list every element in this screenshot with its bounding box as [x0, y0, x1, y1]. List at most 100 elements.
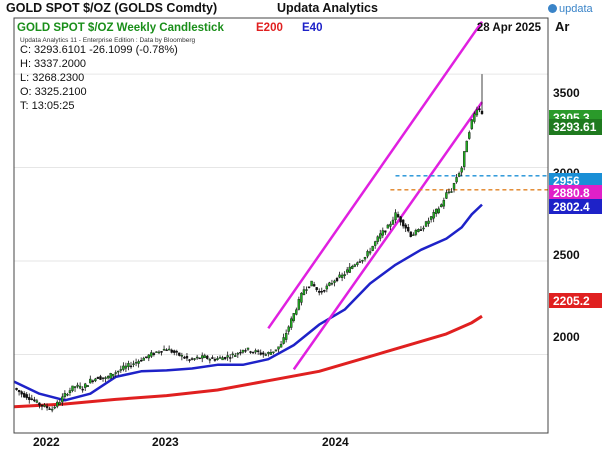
candle-body: [223, 356, 227, 360]
candle-body: [66, 393, 69, 396]
candle-week-16: [53, 405, 56, 410]
candle-week-117: [310, 280, 313, 287]
candle-week-106: [282, 333, 285, 345]
candle-body: [86, 385, 89, 387]
chart-title: GOLD SPOT $/OZ Weekly Candlestick: [17, 22, 224, 34]
candle-body: [460, 167, 463, 173]
candle-body: [129, 365, 133, 368]
brand-name: Updata Analytics: [277, 1, 378, 15]
candle-body: [470, 119, 474, 129]
candle-body: [414, 229, 418, 235]
candle-body: [213, 359, 217, 361]
candle-week-1: [15, 387, 18, 391]
candle-week-101: [269, 349, 273, 355]
candle-body: [435, 208, 438, 214]
candle-week-83: [223, 356, 227, 361]
y-tick-2500: 2500: [553, 248, 580, 262]
candle-body: [30, 398, 34, 400]
candle-week-95: [254, 348, 257, 355]
candle-week-45: [127, 360, 130, 371]
candle-body: [147, 354, 151, 359]
candle-body: [195, 356, 199, 359]
candle-body: [282, 337, 285, 344]
line-e40: [13, 203, 483, 402]
price-tag-2205-text: 2205.2: [553, 294, 590, 308]
candle-week-79: [213, 357, 217, 362]
candle-week-74: [201, 352, 204, 363]
candle-week-35: [101, 377, 105, 382]
candle-body: [17, 389, 21, 393]
candle-body: [132, 363, 135, 365]
candle-body: [320, 291, 323, 293]
candle-body: [25, 394, 28, 399]
line-e200: [13, 314, 483, 409]
candles: [15, 74, 484, 413]
corner-label: Ar: [555, 19, 569, 34]
candle-body: [137, 361, 140, 364]
candle-body: [15, 387, 18, 390]
candle-week-81: [218, 355, 222, 359]
candle-week-60: [165, 348, 168, 352]
candle-week-28: [84, 382, 87, 392]
candle-body: [167, 348, 171, 351]
candle-week-52: [145, 356, 148, 359]
candle-body: [297, 298, 301, 310]
candle-body: [373, 241, 377, 246]
candle-body: [117, 370, 120, 373]
candle-body: [101, 377, 105, 379]
candle-week-122: [323, 289, 326, 293]
candle-body: [330, 282, 334, 285]
candle-body: [259, 352, 262, 355]
candle-week-178: [465, 140, 468, 153]
candle-body: [201, 355, 204, 359]
candle-week-126: [333, 279, 336, 287]
candle-week-170: [445, 189, 448, 199]
candle-body: [292, 313, 295, 321]
candle-body: [478, 108, 481, 111]
candle-week-98: [262, 350, 265, 358]
candle-week-56: [155, 351, 158, 353]
candle-week-173: [452, 182, 456, 193]
candle-week-160: [419, 226, 423, 231]
candle-week-119: [315, 287, 318, 292]
candle-body: [315, 287, 318, 291]
candle-body: [452, 183, 456, 190]
candle-week-20: [63, 390, 67, 400]
candle-body: [56, 401, 59, 407]
candle-body: [35, 400, 39, 403]
candle-week-9: [35, 398, 39, 404]
candle-week-86: [231, 351, 234, 359]
window-header: GOLD SPOT $/OZ (GOLDS Comdty) Updata Ana…: [0, 0, 602, 18]
candle-body: [429, 216, 433, 220]
candle-week-87: [234, 352, 237, 357]
candle-week-17: [56, 400, 59, 409]
candle-body: [368, 251, 372, 254]
candle-body: [310, 280, 313, 287]
candle-week-62: [170, 348, 173, 354]
candle-week-124: [328, 281, 331, 287]
candle-body: [465, 140, 468, 153]
candle-week-15: [50, 406, 54, 413]
candle-body: [274, 349, 278, 351]
candle-week-169: [442, 197, 446, 210]
candle-week-181: [473, 111, 476, 124]
candle-body: [157, 351, 161, 354]
candle-week-148: [389, 221, 392, 231]
candle-body: [91, 380, 95, 382]
candle-body: [173, 350, 176, 353]
candle-week-177: [462, 151, 466, 171]
candle-body: [345, 269, 349, 273]
candle-body: [450, 191, 453, 193]
candle-week-154: [404, 223, 407, 232]
candle-body: [307, 286, 311, 288]
candle-body: [218, 357, 222, 359]
candle-week-133: [351, 264, 354, 270]
price-tag-2880-text: 2880.8: [553, 186, 590, 200]
candle-week-22: [68, 387, 72, 396]
candle-week-140: [368, 247, 372, 256]
candle-body: [386, 224, 390, 229]
candle-week-132: [348, 263, 351, 273]
candle-body: [424, 221, 428, 227]
candle-body: [419, 229, 423, 231]
